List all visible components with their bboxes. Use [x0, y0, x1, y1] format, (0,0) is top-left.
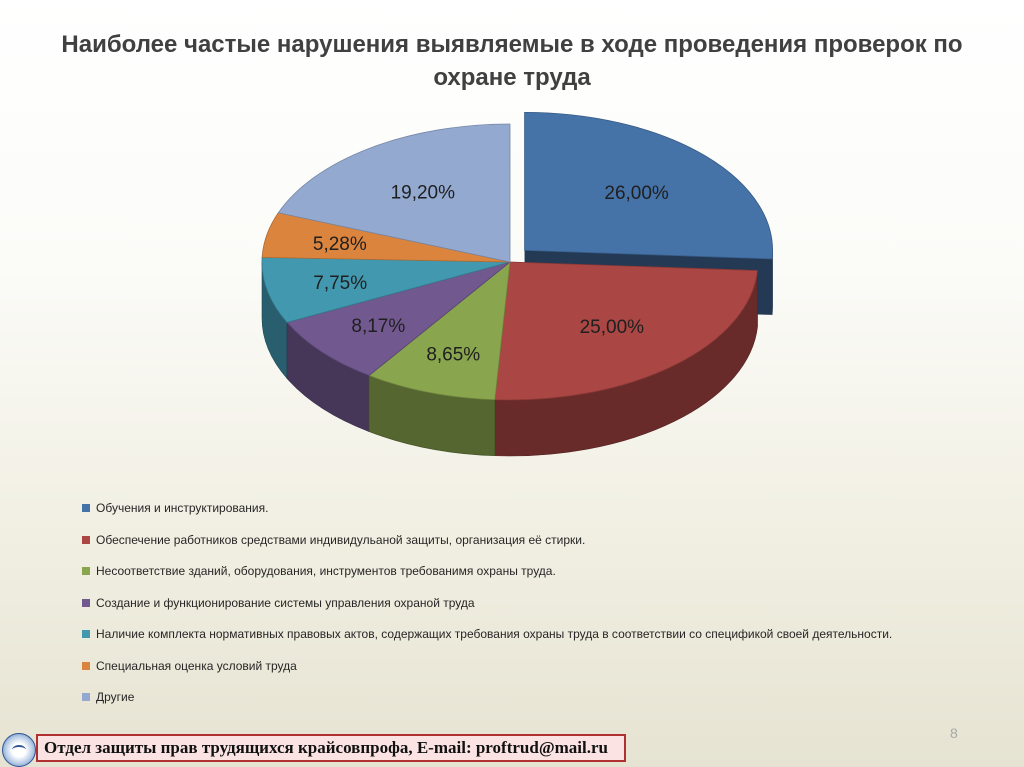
slice-data-label-7: 19,20% — [391, 183, 456, 204]
legend-label-4: Создание и функционирование системы упра… — [96, 595, 475, 610]
legend-label-2: Обеспечение работников средствами индиви… — [96, 532, 586, 547]
legend-item-1: Обучения и инструктирования. — [82, 498, 268, 518]
pie-slice-4 — [286, 261, 511, 377]
legend-swatch-6 — [82, 661, 90, 670]
legend-label-6: Специальная оценка условий труда — [96, 658, 297, 673]
legend-swatch-5 — [82, 630, 90, 638]
legend-item-3: Несоответствие зданий, оборудования, инс… — [82, 561, 556, 581]
page-number: 8 — [950, 725, 958, 741]
legend-label-3: Несоответствие зданий, оборудования, инс… — [96, 564, 556, 578]
slice-data-label-1: 26,00% — [604, 183, 669, 204]
slice-data-label-3: 8,65% — [426, 344, 480, 365]
slice-data-label-2: 25,00% — [580, 317, 645, 338]
legend-swatch-2 — [82, 535, 90, 544]
pie-slice-2 — [494, 261, 758, 401]
legend-item-7: Другие — [82, 687, 134, 707]
legend-label-1: Обучения и инструктирования. — [96, 501, 269, 515]
legend-swatch-3 — [82, 567, 90, 575]
legend-item-2: Обеспечение работников средствами индиви… — [82, 530, 585, 550]
slice-data-label-4: 8,17% — [351, 316, 405, 337]
legend-item-6: Специальная оценка условий труда — [82, 656, 297, 676]
footer: Отдел защиты прав трудящихся крайсовпроф… — [0, 731, 632, 767]
legend-item-5: Наличие комплекта нормативных правовых а… — [82, 624, 892, 644]
legend-swatch-4 — [82, 598, 90, 607]
pie-slice-3 — [368, 261, 511, 401]
slice-data-label-6: 5,28% — [313, 234, 367, 255]
pie-slice-5 — [261, 256, 511, 323]
slice-data-label-5: 7,75% — [313, 273, 367, 294]
footer-contact-text: Отдел защиты прав трудящихся крайсовпроф… — [36, 734, 626, 762]
legend-swatch-7 — [82, 693, 90, 701]
pie-slice-1 — [524, 111, 773, 260]
pie-slice-7 — [277, 123, 511, 263]
legend-label-7: Другие — [96, 690, 135, 704]
organization-logo-icon — [2, 733, 36, 767]
legend-label-5: Наличие комплекта нормативных правовых а… — [96, 627, 893, 641]
legend-swatch-1 — [82, 504, 90, 512]
chart-title: Наиболее частые нарушения выявляемые в х… — [61, 31, 963, 91]
legend-item-4: Создание и функционирование системы упра… — [82, 593, 475, 613]
